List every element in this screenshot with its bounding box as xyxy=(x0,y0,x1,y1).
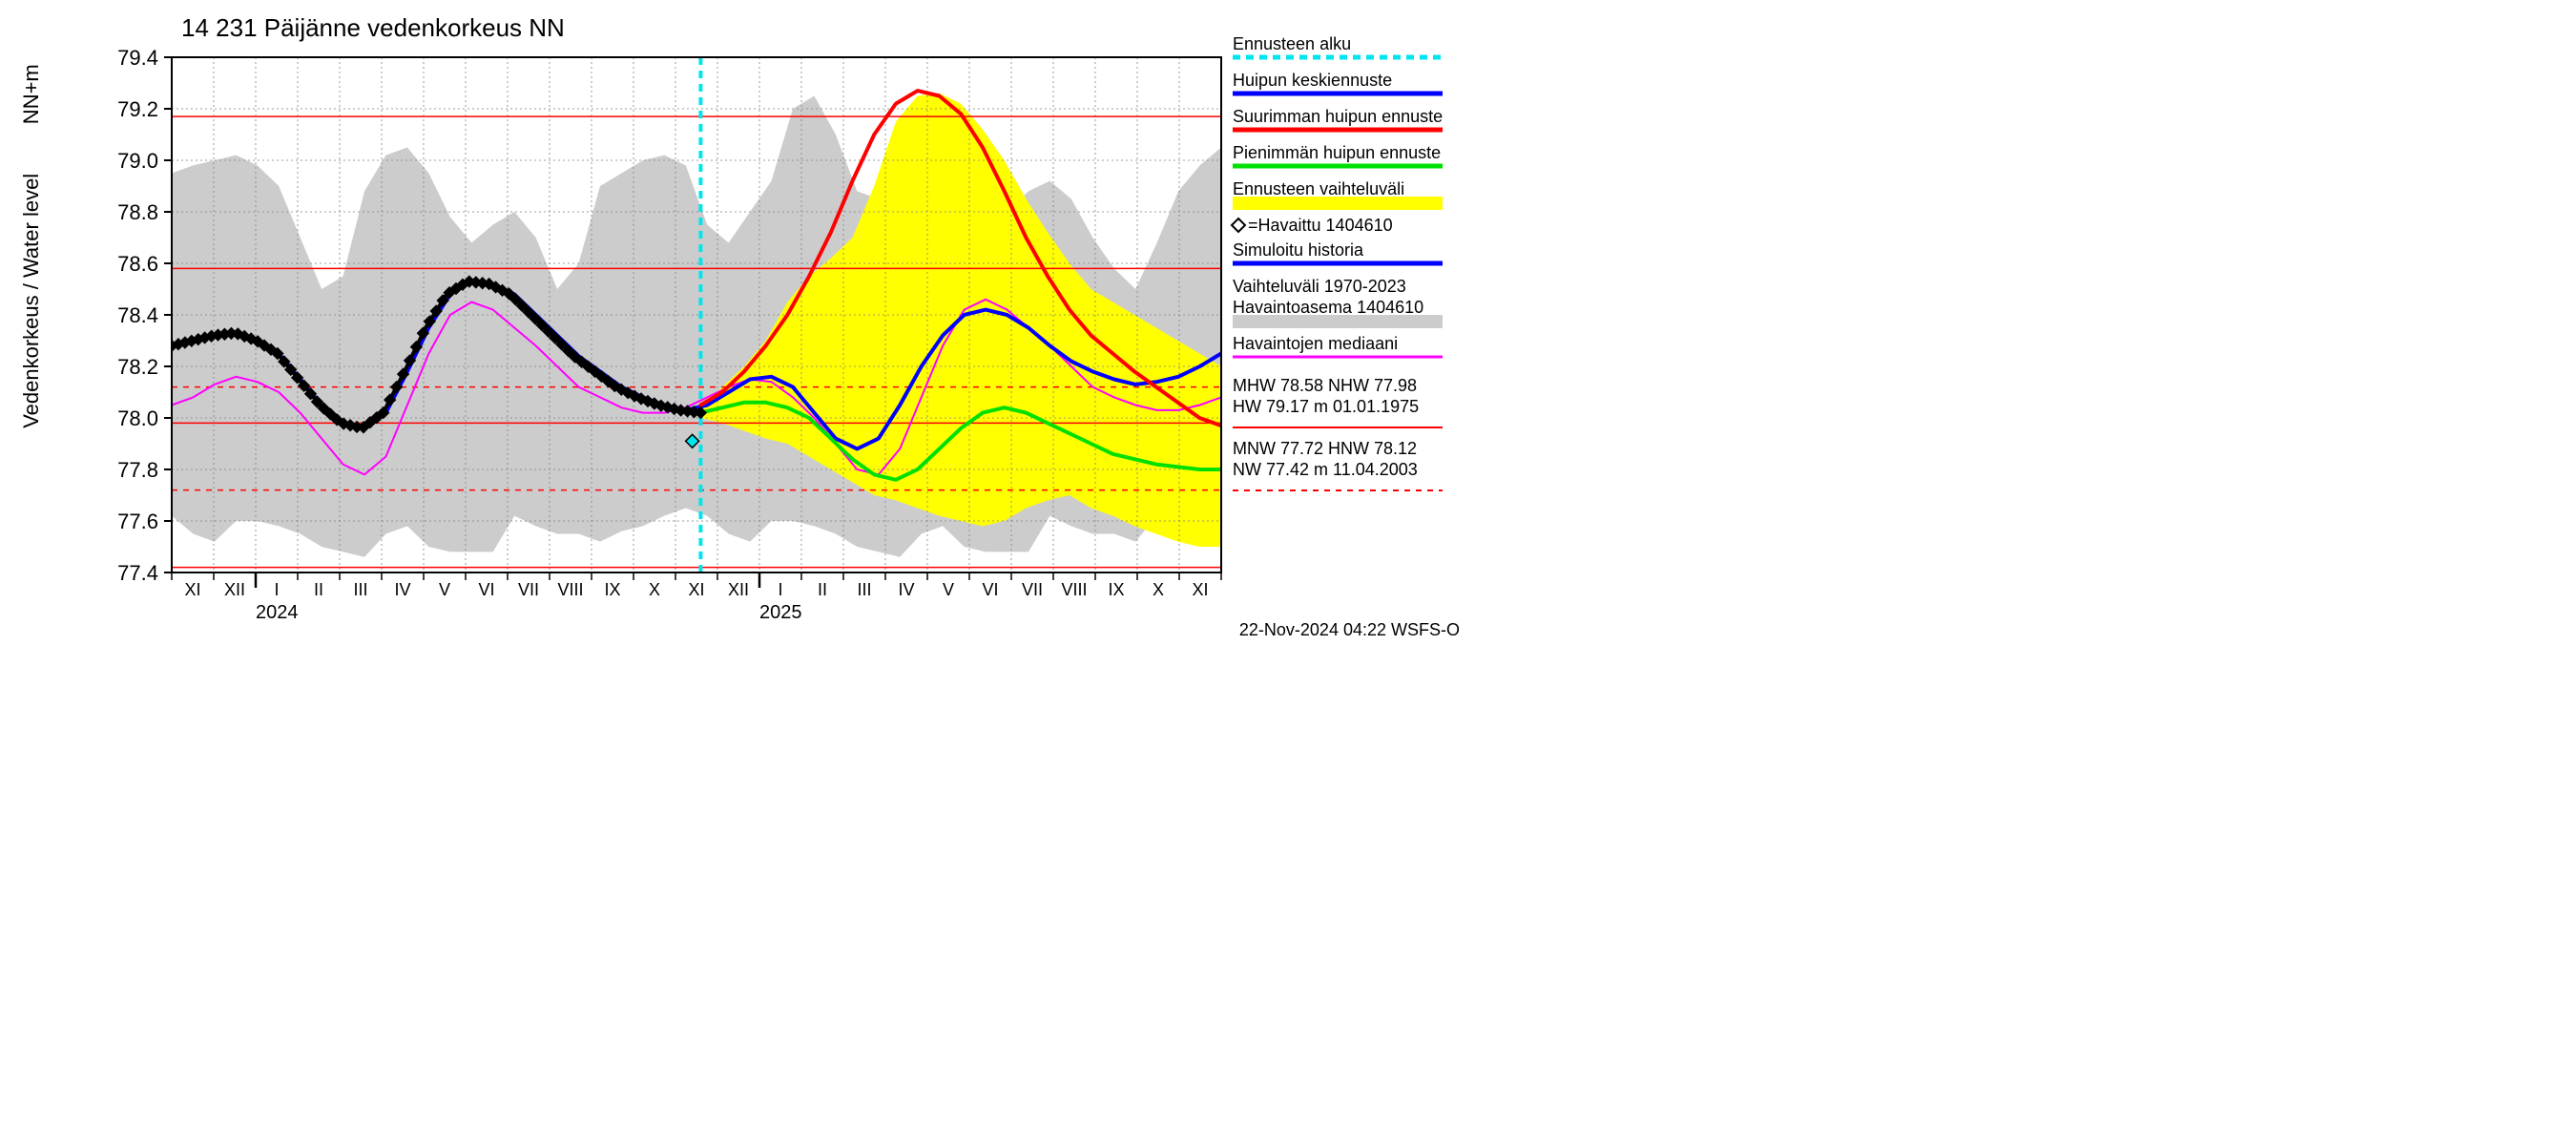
month-label: VII xyxy=(518,580,539,599)
y-axis-label-1: Vedenkorkeus / Water level xyxy=(19,174,43,428)
y-tick-label: 78.0 xyxy=(117,406,158,430)
month-label: IV xyxy=(898,580,914,599)
legend-label: Suurimman huipun ennuste xyxy=(1233,107,1443,126)
legend-label: Havaintojen mediaani xyxy=(1233,334,1398,353)
y-tick-label: 78.8 xyxy=(117,200,158,224)
year-label: 2024 xyxy=(256,602,299,623)
month-label: VIII xyxy=(557,580,583,599)
month-label: IX xyxy=(1108,580,1124,599)
timestamp: 22-Nov-2024 04:22 WSFS-O xyxy=(1239,620,1460,639)
month-label: III xyxy=(353,580,367,599)
legend-label: Pienimmän huipun ennuste xyxy=(1233,143,1441,162)
month-label: VI xyxy=(982,580,998,599)
month-label: III xyxy=(857,580,871,599)
y-tick-label: 78.2 xyxy=(117,355,158,379)
month-label: XII xyxy=(728,580,749,599)
legend-stat: MNW 77.72 HNW 78.12 xyxy=(1233,439,1417,458)
y-tick-label: 78.4 xyxy=(117,303,158,327)
year-label: 2025 xyxy=(759,602,802,623)
month-label: VI xyxy=(478,580,494,599)
water-level-chart: 14 231 Päijänne vedenkorkeus NN Vedenkork… xyxy=(0,0,1469,649)
month-label: IV xyxy=(394,580,410,599)
legend-stat: MHW 78.58 NHW 77.98 xyxy=(1233,376,1417,395)
legend-label: Simuloitu historia xyxy=(1233,240,1364,260)
month-label: V xyxy=(943,580,954,599)
month-label: X xyxy=(649,580,660,599)
y-tick-label: 79.2 xyxy=(117,97,158,121)
legend-swatch xyxy=(1233,197,1443,210)
chart-title: 14 231 Päijänne vedenkorkeus NN xyxy=(181,13,565,42)
month-label: VII xyxy=(1022,580,1043,599)
legend-stat: NW 77.42 m 11.04.2003 xyxy=(1233,460,1418,479)
month-label: II xyxy=(818,580,827,599)
month-label: XI xyxy=(688,580,704,599)
legend-stat: HW 79.17 m 01.01.1975 xyxy=(1233,397,1419,416)
legend-label: =Havaittu 1404610 xyxy=(1248,216,1393,235)
legend-label: Ennusteen vaihteluväli xyxy=(1233,179,1404,198)
legend-label: Ennusteen alku xyxy=(1233,34,1351,53)
month-label: XI xyxy=(184,580,200,599)
legend-label: Huipun keskiennuste xyxy=(1233,71,1392,90)
y-tick-label: 79.0 xyxy=(117,149,158,173)
legend-label: Havaintoasema 1404610 xyxy=(1233,298,1423,317)
legend-swatch xyxy=(1233,315,1443,328)
month-label: V xyxy=(439,580,450,599)
month-label: XI xyxy=(1192,580,1208,599)
y-tick-label: 77.6 xyxy=(117,510,158,533)
month-label: VIII xyxy=(1061,580,1087,599)
month-label: I xyxy=(778,580,782,599)
y-axis-label-2: NN+m xyxy=(19,64,43,124)
y-tick-label: 77.4 xyxy=(117,561,158,585)
month-label: IX xyxy=(604,580,620,599)
month-label: XII xyxy=(224,580,245,599)
y-tick-label: 78.6 xyxy=(117,252,158,276)
legend-label: Vaihteluväli 1970-2023 xyxy=(1233,277,1406,296)
y-tick-label: 77.8 xyxy=(117,458,158,482)
month-label: X xyxy=(1153,580,1164,599)
month-label: II xyxy=(314,580,323,599)
y-tick-label: 79.4 xyxy=(117,46,158,70)
month-label: I xyxy=(274,580,279,599)
